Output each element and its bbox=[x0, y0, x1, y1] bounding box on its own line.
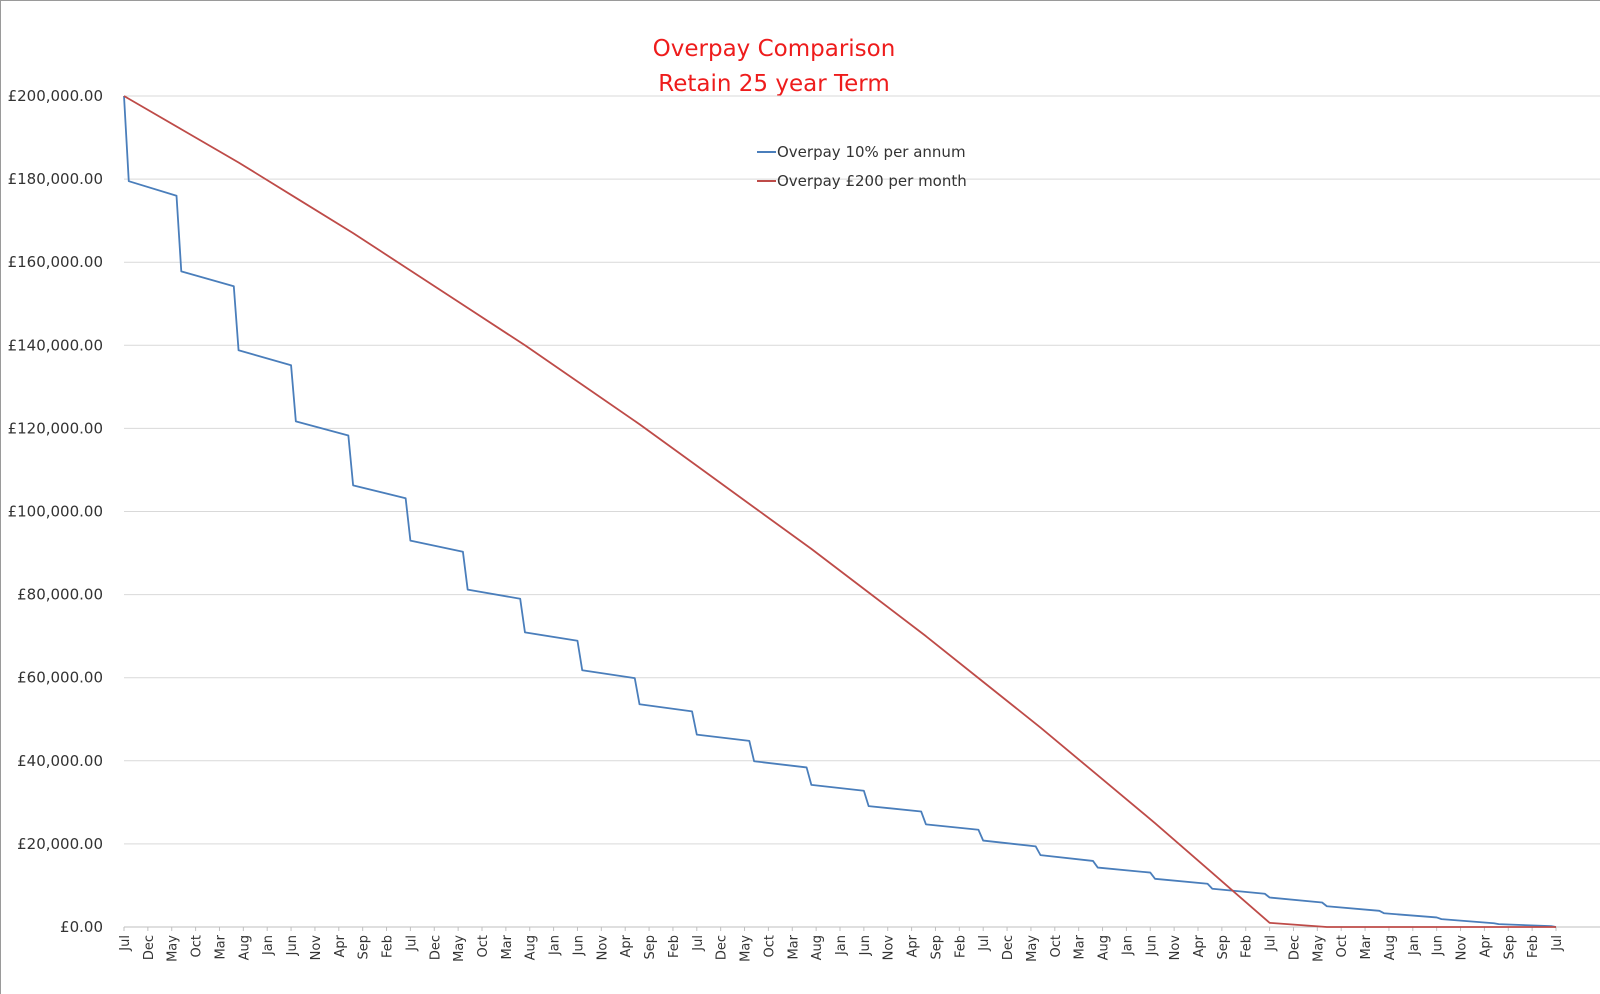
y-tick-label: £180,000.00 bbox=[8, 170, 103, 188]
gridlines bbox=[124, 95, 1600, 845]
x-tick-label: Oct bbox=[1049, 935, 1064, 957]
x-tick-label: Mar bbox=[1359, 934, 1374, 959]
y-tick-label: £80,000.00 bbox=[17, 586, 103, 604]
x-tick-label: Sep bbox=[357, 935, 372, 960]
y-tick-label: £0.00 bbox=[60, 918, 103, 936]
chart-title: Overpay Comparison bbox=[652, 36, 896, 62]
x-tick-label: Jun bbox=[1144, 935, 1159, 956]
y-tick-label: £100,000.00 bbox=[8, 503, 103, 521]
x-tick-label: Apr bbox=[906, 934, 921, 957]
x-tick-label: Nov bbox=[309, 935, 324, 961]
y-tick-label: £160,000.00 bbox=[8, 253, 103, 271]
legend: Overpay 10% per annum Overpay £200 per mo… bbox=[757, 143, 967, 190]
chart-subtitle: Retain 25 year Term bbox=[658, 71, 890, 97]
x-tick-label: Aug bbox=[1383, 935, 1398, 960]
x-tick-label: Jul bbox=[691, 935, 706, 952]
x-tick-label: Sep bbox=[1502, 935, 1517, 960]
x-tick-label: Apr bbox=[619, 934, 634, 957]
y-tick-label: £200,000.00 bbox=[8, 87, 103, 105]
y-axis: £200,000.00 £180,000.00 £160,000.00 £140,00… bbox=[8, 87, 103, 936]
y-tick-label: £60,000.00 bbox=[17, 669, 103, 687]
x-tick-label: Jul bbox=[1264, 935, 1279, 952]
x-tick-label: Jul bbox=[404, 935, 419, 952]
x-tick-label: Jun bbox=[858, 935, 873, 956]
x-tick-label: Nov bbox=[595, 935, 610, 961]
x-tick-label: Jun bbox=[1431, 935, 1446, 956]
x-tick-label: Dec bbox=[142, 935, 157, 960]
x-tick-label: Dec bbox=[1287, 935, 1302, 960]
x-tick-label: Aug bbox=[524, 935, 539, 960]
x-tick-label: Nov bbox=[882, 935, 897, 961]
x-tick-label: Jan bbox=[834, 935, 849, 956]
y-tick-label: £140,000.00 bbox=[8, 336, 103, 354]
series-line-overpay-10pct bbox=[123, 95, 1557, 928]
x-tick-label: Nov bbox=[1168, 935, 1183, 961]
x-tick-label: Jun bbox=[285, 935, 300, 956]
x-tick-label: Aug bbox=[237, 935, 252, 960]
x-tick-label: Apr bbox=[333, 934, 348, 957]
x-tick-label: Apr bbox=[1478, 934, 1493, 957]
x-tick-label: Dec bbox=[428, 935, 443, 960]
x-tick-label: Feb bbox=[381, 935, 396, 958]
x-tick-label: Nov bbox=[1455, 935, 1470, 961]
x-tick-label: Jan bbox=[548, 935, 563, 956]
x-tick-label: Jan bbox=[1407, 935, 1422, 956]
x-tick-label: Sep bbox=[929, 935, 944, 960]
x-tick-label: Apr bbox=[1192, 934, 1207, 957]
x-tick-label: May bbox=[739, 935, 754, 962]
x-tick-label: May bbox=[452, 935, 467, 962]
x-tick-label: Sep bbox=[643, 935, 658, 960]
x-tick-label: Oct bbox=[1335, 935, 1350, 957]
legend-label: Overpay £200 per month bbox=[777, 172, 967, 190]
x-tick-label: Mar bbox=[786, 934, 801, 959]
y-tick-label: £40,000.00 bbox=[17, 752, 103, 770]
x-tick-label: Feb bbox=[667, 935, 682, 958]
legend-label: Overpay 10% per annum bbox=[777, 143, 966, 161]
x-tick-label: Aug bbox=[1097, 935, 1112, 960]
x-tick-label: Oct bbox=[190, 935, 205, 957]
x-tick-label: Aug bbox=[810, 935, 825, 960]
x-tick-label: Dec bbox=[715, 935, 730, 960]
x-tick-label: Mar bbox=[213, 934, 228, 959]
x-tick-label: Mar bbox=[500, 934, 515, 959]
x-tick-label: Jul bbox=[118, 935, 133, 952]
y-tick-label: £20,000.00 bbox=[17, 835, 103, 853]
x-tick-label: Dec bbox=[1001, 935, 1016, 960]
x-tick-label: Jul bbox=[1550, 935, 1565, 952]
series-line-overpay-200-monthly bbox=[123, 95, 1556, 928]
y-tick-label: £120,000.00 bbox=[8, 419, 103, 437]
x-tick-label: May bbox=[1025, 935, 1040, 962]
x-tick-label: Feb bbox=[953, 935, 968, 958]
x-tick-label: Sep bbox=[1216, 935, 1231, 960]
x-tick-label: Mar bbox=[1073, 934, 1088, 959]
x-axis: Jul Dec May Oct Mar Aug Jan Jun Nov Apr Sep Feb Jul D… bbox=[118, 926, 1600, 962]
x-tick-label: Jan bbox=[261, 935, 276, 956]
x-tick-label: May bbox=[166, 935, 181, 962]
series-lines bbox=[123, 95, 1557, 928]
x-tick-label: May bbox=[1311, 935, 1326, 962]
x-tick-label: Feb bbox=[1526, 935, 1541, 958]
x-tick-label: Feb bbox=[1240, 935, 1255, 958]
x-tick-label: Oct bbox=[476, 935, 491, 957]
x-tick-label: Jul bbox=[977, 935, 992, 952]
x-tick-label: Jan bbox=[1120, 935, 1135, 956]
x-tick-label: Jun bbox=[571, 935, 586, 956]
x-tick-label: Oct bbox=[762, 935, 777, 957]
